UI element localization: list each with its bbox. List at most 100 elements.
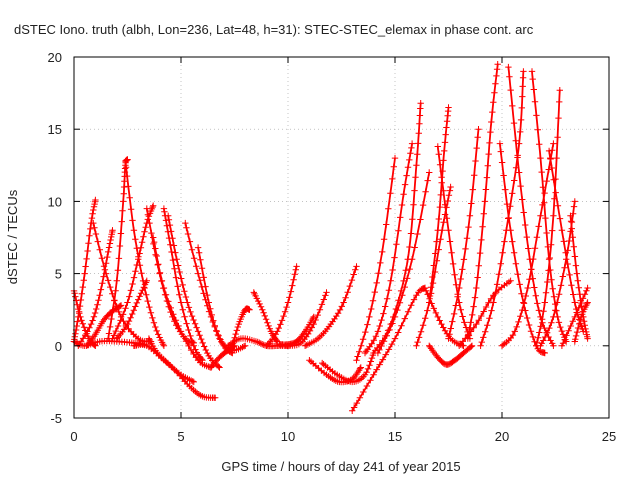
data-point-marker xyxy=(376,361,383,368)
data-point-marker xyxy=(176,268,183,276)
data-point-marker xyxy=(417,216,424,223)
data-point-marker xyxy=(415,334,423,341)
data-point-marker xyxy=(396,299,404,306)
data-point-marker xyxy=(178,275,185,282)
data-point-marker xyxy=(400,191,407,198)
data-point-marker xyxy=(198,335,205,343)
data-point-marker xyxy=(584,284,591,292)
data-point-marker xyxy=(86,232,93,239)
data-point-marker xyxy=(392,305,400,313)
data-point-marker xyxy=(72,330,79,337)
data-point-marker xyxy=(120,190,127,197)
data-point-marker xyxy=(409,216,416,223)
data-point-marker xyxy=(146,303,153,311)
data-point-marker xyxy=(426,343,434,351)
data-point-marker xyxy=(229,340,237,347)
data-point-marker xyxy=(113,277,120,284)
data-point-marker xyxy=(562,249,569,256)
data-point-marker xyxy=(509,238,516,245)
data-point-marker xyxy=(368,340,375,347)
data-point-marker xyxy=(546,254,553,262)
data-point-marker xyxy=(93,305,100,313)
data-point-marker xyxy=(550,342,557,349)
data-point-marker xyxy=(537,212,544,219)
data-point-marker xyxy=(125,183,132,190)
data-point-marker xyxy=(574,277,581,284)
y-tick-label: 5 xyxy=(55,267,62,282)
data-point-marker xyxy=(202,283,209,290)
data-point-marker xyxy=(185,304,193,311)
data-point-marker xyxy=(395,329,402,336)
data-point-marker xyxy=(264,319,271,326)
data-point-marker xyxy=(402,267,409,274)
data-point-marker xyxy=(567,322,574,330)
data-point-marker xyxy=(379,356,386,363)
data-point-marker xyxy=(505,214,512,222)
data-point-marker xyxy=(426,169,433,176)
data-point-marker xyxy=(499,249,506,256)
data-point-marker xyxy=(115,255,123,262)
data-point-marker xyxy=(107,283,114,291)
data-series xyxy=(304,265,358,347)
data-point-marker xyxy=(426,299,433,306)
data-point-marker xyxy=(145,213,153,220)
data-point-marker xyxy=(175,322,182,330)
data-point-marker xyxy=(503,200,511,208)
data-point-marker xyxy=(443,124,450,131)
data-point-marker xyxy=(545,147,553,155)
data-point-marker xyxy=(314,311,321,319)
data-point-marker xyxy=(349,407,356,414)
data-point-marker xyxy=(254,338,261,346)
data-point-marker xyxy=(520,209,527,216)
data-point-marker xyxy=(230,337,237,345)
data-point-marker xyxy=(572,262,580,269)
data-point-marker xyxy=(410,296,418,303)
data-point-marker xyxy=(378,316,385,324)
data-point-marker xyxy=(491,89,498,96)
data-point-marker xyxy=(199,357,206,364)
data-point-marker xyxy=(135,296,142,303)
data-point-marker xyxy=(524,314,531,322)
data-point-marker xyxy=(75,308,83,315)
data-point-marker xyxy=(207,305,214,312)
data-point-marker xyxy=(149,314,156,322)
data-point-marker xyxy=(187,308,194,316)
data-point-marker xyxy=(95,297,102,304)
data-point-marker xyxy=(344,289,351,296)
data-point-marker xyxy=(289,282,296,289)
data-point-marker xyxy=(473,284,480,292)
data-point-marker xyxy=(545,256,553,263)
data-point-marker xyxy=(82,263,89,270)
data-point-marker xyxy=(111,297,118,304)
data-point-marker xyxy=(367,377,374,384)
data-point-marker xyxy=(366,313,373,321)
data-point-marker xyxy=(484,322,491,329)
data-point-marker xyxy=(183,320,190,327)
x-tick-label: 20 xyxy=(495,429,509,444)
data-point-marker xyxy=(472,157,479,165)
data-point-marker xyxy=(190,316,197,324)
data-point-marker xyxy=(473,144,480,152)
data-point-marker xyxy=(484,162,491,169)
data-point-marker xyxy=(275,324,282,332)
data-point-marker xyxy=(497,148,504,155)
data-point-marker xyxy=(204,349,211,357)
data-point-marker xyxy=(413,342,420,349)
data-point-marker xyxy=(561,264,568,271)
data-point-marker xyxy=(150,238,158,246)
data-point-marker xyxy=(89,317,96,324)
data-point-marker xyxy=(90,206,97,214)
data-point-marker xyxy=(475,317,482,324)
data-point-marker xyxy=(138,239,146,246)
data-point-marker xyxy=(445,335,452,342)
data-point-marker xyxy=(130,274,138,281)
data-point-marker xyxy=(92,230,100,238)
data-point-marker xyxy=(153,327,160,335)
data-point-marker xyxy=(259,341,266,348)
data-point-marker xyxy=(565,327,572,334)
data-point-marker xyxy=(78,317,85,324)
data-point-marker xyxy=(481,198,489,205)
data-point-marker xyxy=(490,299,497,306)
data-point-marker xyxy=(433,238,440,245)
x-tick-label: 10 xyxy=(281,429,295,444)
